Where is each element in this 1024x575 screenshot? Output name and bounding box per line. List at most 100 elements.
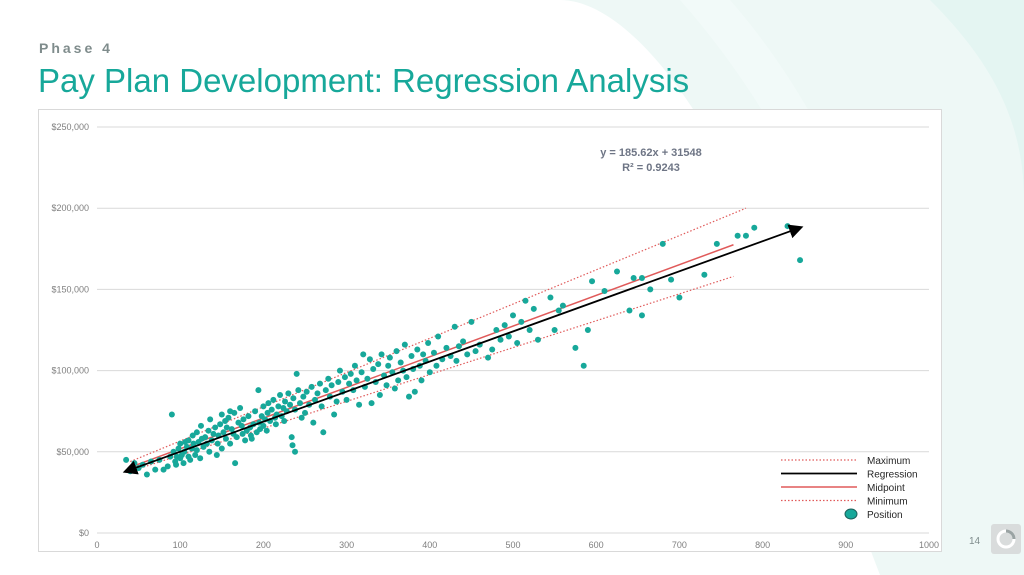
data-point [346, 380, 353, 387]
y-tick-label: $50,000 [56, 447, 89, 457]
data-point [358, 369, 365, 376]
data-point [295, 387, 302, 394]
data-point [143, 471, 150, 478]
data-point [218, 445, 225, 452]
data-point [123, 456, 130, 463]
data-point [193, 429, 200, 436]
regression-equation: y = 185.62x + 31548 [600, 147, 702, 159]
data-point [751, 224, 758, 231]
data-point [277, 391, 284, 398]
legend-label: Minimum [867, 497, 908, 508]
data-point [187, 456, 194, 463]
data-point [298, 414, 305, 421]
data-point [318, 403, 325, 410]
page-number: 14 [969, 536, 981, 547]
data-point [240, 416, 247, 423]
data-point [206, 448, 213, 455]
data-point [451, 323, 458, 330]
data-point [418, 377, 425, 384]
data-point [638, 312, 645, 319]
company-logo [991, 524, 1021, 554]
data-point [433, 362, 440, 369]
data-point [333, 398, 340, 405]
x-tick-label: 500 [505, 540, 520, 550]
data-point [455, 343, 462, 350]
data-point [414, 346, 421, 353]
data-point [292, 448, 299, 455]
data-point [300, 393, 307, 400]
data-point [547, 294, 554, 301]
data-point [385, 362, 392, 369]
data-point [180, 460, 187, 467]
data-point [303, 388, 310, 395]
data-point [580, 362, 587, 369]
data-point [341, 374, 348, 381]
data-point [551, 327, 558, 333]
page-title: Pay Plan Development: Regression Analysi… [38, 62, 690, 99]
data-point [325, 375, 332, 382]
y-tick-label: $250,000 [51, 122, 89, 132]
data-point [347, 370, 354, 377]
data-point [485, 354, 492, 361]
data-point [202, 434, 209, 441]
data-point [272, 421, 279, 428]
r-squared-label: R² = 0.9243 [622, 162, 680, 174]
data-point [285, 390, 292, 397]
x-tick-label: 800 [755, 540, 770, 550]
data-point [420, 351, 427, 358]
data-point [237, 404, 244, 411]
scatter-chart: $0 $50,000 $100,000 $150,000 $200,000 $250,00… [51, 122, 939, 550]
data-point [336, 367, 343, 374]
data-point [391, 385, 398, 392]
data-point [522, 297, 529, 304]
data-point [198, 422, 204, 429]
data-point [270, 396, 277, 403]
y-tick-label: $100,000 [51, 366, 89, 376]
x-tick-label: 0 [94, 540, 99, 550]
data-point [464, 351, 471, 358]
data-point [784, 223, 791, 230]
data-point [403, 374, 410, 381]
data-point [647, 286, 654, 293]
legend-marker-position [844, 508, 858, 520]
data-point [353, 377, 360, 384]
legend-label: Regression [867, 470, 918, 481]
y-tick-label: $200,000 [51, 203, 89, 213]
data-point [232, 460, 239, 467]
data-point [375, 361, 382, 368]
data-point [383, 382, 390, 389]
data-point [460, 338, 467, 345]
data-point [408, 352, 415, 359]
y-tick-label: $0 [79, 528, 89, 538]
data-point [268, 406, 275, 413]
data-point [265, 400, 272, 407]
data-point [364, 375, 371, 382]
data-point [293, 370, 300, 377]
data-point [378, 351, 385, 358]
data-point [614, 268, 620, 275]
data-point [233, 434, 240, 441]
data-point [197, 455, 204, 462]
data-point [289, 442, 296, 449]
data-point [288, 434, 295, 441]
data-point [430, 349, 437, 356]
data-point [282, 398, 289, 405]
data-point [218, 411, 225, 418]
data-point [231, 409, 238, 416]
regression-line [122, 224, 804, 475]
data-point [701, 271, 708, 278]
data-point [207, 416, 214, 423]
data-point [213, 452, 220, 459]
data-point [518, 318, 525, 325]
phase-label: Phase 4 [39, 40, 113, 56]
data-point [425, 339, 432, 346]
data-point [214, 440, 221, 447]
data-point [205, 427, 212, 434]
data-point [393, 348, 400, 355]
data-point [626, 307, 633, 314]
data-point [713, 240, 720, 247]
data-point [406, 393, 412, 400]
data-point [193, 447, 200, 454]
data-point [368, 400, 375, 407]
x-tick-label: 1000 [919, 540, 939, 550]
